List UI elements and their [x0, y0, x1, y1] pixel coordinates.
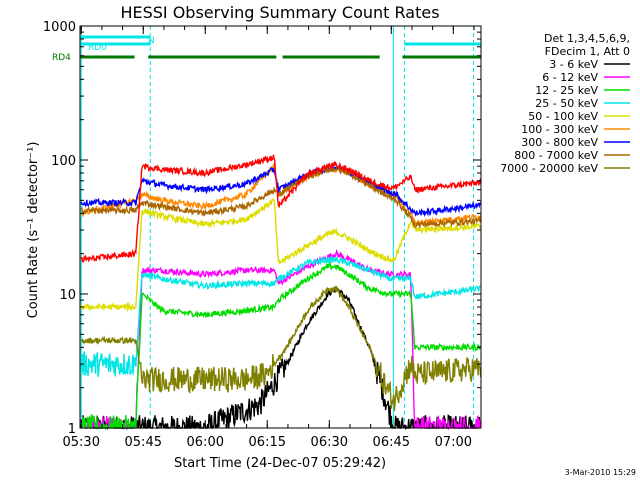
- legend-item-label: 7000 - 20000 keV: [500, 162, 598, 175]
- series-8: [80, 286, 482, 412]
- series-3: [80, 255, 481, 377]
- series-line-9: [80, 154, 482, 263]
- series-line-1: [80, 249, 482, 431]
- legend-item-label: 800 - 7000 keV: [514, 149, 598, 162]
- flag-layer: N RD0 RD4: [52, 35, 481, 63]
- y-axis-label: Count Rate (s⁻¹ detector⁻¹): [26, 142, 41, 319]
- axis-layer: 05:30 05:45 06:00 06:15 06:30 06:45 07:00 1 10 10…: [43, 20, 481, 450]
- series-line-8: [80, 286, 482, 412]
- x-tick-label: 06:00: [187, 435, 224, 450]
- legend-item-label: 6 - 12 keV: [542, 71, 598, 84]
- series-7: [80, 164, 482, 229]
- y-tick-label: 1: [68, 422, 76, 437]
- legend-item-label: 100 - 300 keV: [521, 123, 598, 136]
- x-tick-label: 06:15: [249, 435, 286, 450]
- legend-item-label: 50 - 100 keV: [528, 110, 598, 123]
- series-2: [81, 262, 482, 431]
- timestamp-label: 3-Mar-2010 15:29: [565, 468, 636, 477]
- legend-item-label: 300 - 800 keV: [521, 136, 598, 149]
- legend: Det 1,3,4,5,6,9, FDecim 1, Att 0 3 - 6 k…: [500, 32, 630, 175]
- x-tick-label: 06:30: [311, 435, 348, 450]
- data-layer: [80, 26, 482, 431]
- series-line-5: [81, 162, 482, 228]
- flag-bar-rd4-2: [282, 55, 380, 59]
- chart-title: HESSI Observing Summary Count Rates: [120, 3, 439, 22]
- y-tick-label: 100: [51, 154, 76, 169]
- flag-bar-rd0-1: [404, 42, 481, 46]
- legend-item-label: 3 - 6 keV: [549, 58, 598, 71]
- y-tick-label: 1000: [43, 20, 76, 35]
- flag-bar-rd4-3: [402, 55, 481, 59]
- series-4: [80, 197, 482, 313]
- series-5: [81, 162, 482, 228]
- series-line-7: [80, 164, 482, 229]
- series-9: [80, 154, 482, 263]
- legend-item-label: 12 - 25 keV: [535, 84, 598, 97]
- flag-label-n: N: [148, 36, 155, 46]
- y-tick-label: 10: [59, 288, 76, 303]
- x-tick-label: 05:30: [63, 435, 100, 450]
- series-1: [80, 249, 482, 431]
- x-tick-label: 06:45: [373, 435, 410, 450]
- series-6: [80, 163, 482, 218]
- x-tick-label: 07:00: [435, 435, 472, 450]
- flag-bar-rd4-0: [80, 55, 135, 59]
- flag-label-rd0: RD0: [88, 43, 107, 53]
- x-tick-label: 05:45: [125, 435, 162, 450]
- flag-bar-n-0: [80, 35, 151, 39]
- legend-item-label: 25 - 50 keV: [535, 97, 598, 110]
- flag-bar-rd4-1: [148, 55, 277, 59]
- plot-frame: [79, 25, 482, 429]
- flag-label-rd4: RD4: [52, 53, 71, 63]
- series-line-6: [80, 163, 482, 218]
- series-line-4: [80, 197, 482, 313]
- series-line-2: [81, 262, 482, 431]
- legend-header-line-2: FDecim 1, Att 0: [545, 45, 630, 58]
- flag-bar-rd0-0: [80, 42, 151, 46]
- legend-header-line-1: Det 1,3,4,5,6,9,: [544, 32, 630, 45]
- x-axis-label: Start Time (24-Dec-07 05:29:42): [174, 456, 386, 471]
- series-line-3: [80, 255, 481, 377]
